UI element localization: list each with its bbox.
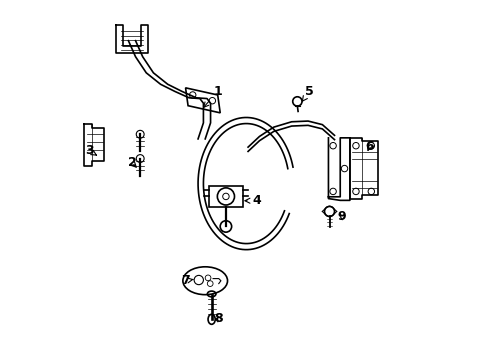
Text: 1: 1 [203, 85, 222, 107]
Text: 7: 7 [181, 274, 193, 287]
Text: 8: 8 [214, 312, 223, 325]
Text: 9: 9 [337, 210, 346, 223]
Text: 3: 3 [84, 144, 96, 157]
Text: 4: 4 [244, 194, 261, 207]
Text: 5: 5 [302, 85, 313, 101]
Text: 6: 6 [365, 140, 373, 153]
Text: 2: 2 [127, 156, 136, 169]
